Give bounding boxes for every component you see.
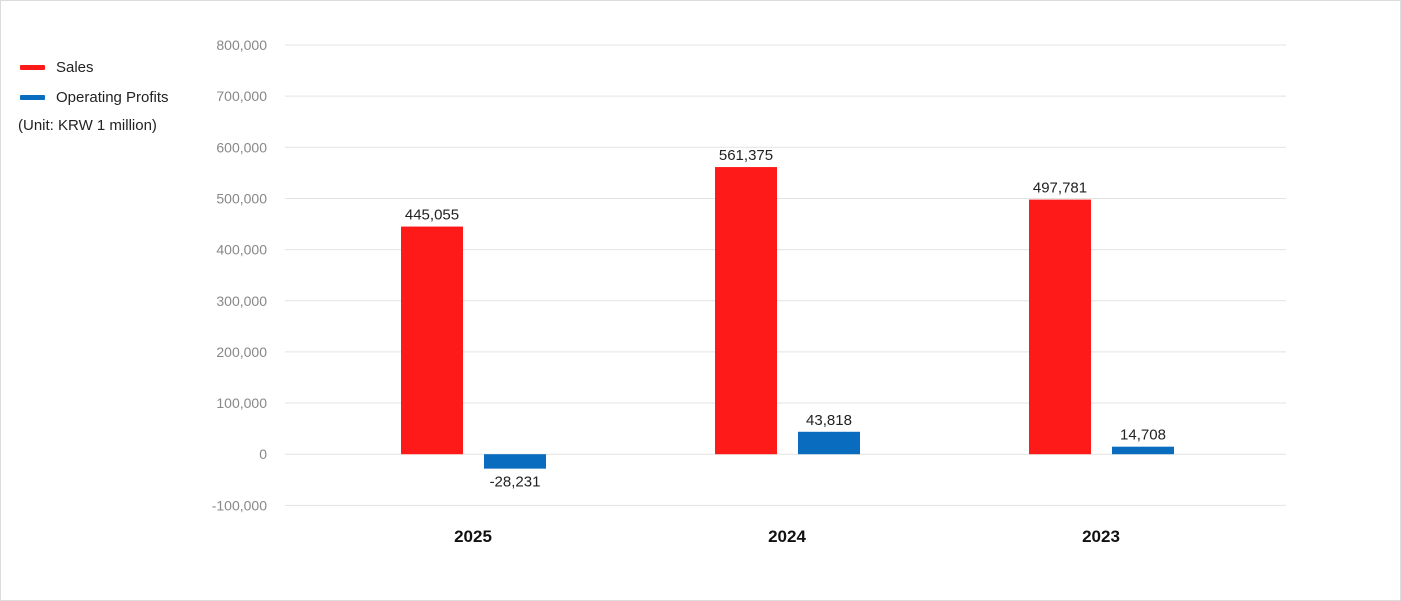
x-category-label: 2025	[454, 527, 492, 546]
data-label: 445,055	[405, 207, 459, 224]
data-label: 561,375	[719, 147, 773, 164]
y-tick-label: 100,000	[216, 395, 267, 411]
bar-sales-2025	[401, 226, 463, 455]
y-tick-label: 700,000	[216, 88, 267, 104]
data-label: -28,231	[490, 474, 541, 491]
y-tick-label: 400,000	[216, 242, 267, 258]
x-category-label: 2024	[768, 527, 806, 546]
legend-label-operating-profits: Operating Profits	[56, 88, 169, 106]
y-tick-label: 800,000	[216, 37, 267, 53]
legend: Sales Operating Profits	[20, 52, 169, 112]
y-tick-label: -100,000	[212, 497, 267, 513]
y-tick-label: 0	[259, 446, 267, 462]
legend-item-operating-profits: Operating Profits	[20, 82, 169, 112]
y-tick-label: 600,000	[216, 139, 267, 155]
y-tick-label: 300,000	[216, 293, 267, 309]
legend-item-sales: Sales	[20, 52, 169, 82]
data-label: 43,818	[806, 412, 852, 429]
data-label: 14,708	[1120, 427, 1166, 444]
bar-operating-profits-2023	[1112, 446, 1174, 455]
data-label: 497,781	[1033, 180, 1087, 197]
y-tick-label: 200,000	[216, 344, 267, 360]
y-tick-label: 500,000	[216, 190, 267, 206]
bar-sales-2024	[715, 167, 777, 455]
bar-operating-profits-2024	[798, 431, 860, 455]
unit-note: (Unit: KRW 1 million)	[18, 117, 157, 134]
legend-swatch-sales	[20, 64, 45, 70]
bar-operating-profits-2025	[484, 454, 546, 469]
legend-swatch-operating-profits	[20, 94, 45, 100]
x-category-label: 2023	[1082, 527, 1120, 546]
legend-label-sales: Sales	[56, 58, 94, 76]
bar-sales-2023	[1029, 199, 1091, 455]
